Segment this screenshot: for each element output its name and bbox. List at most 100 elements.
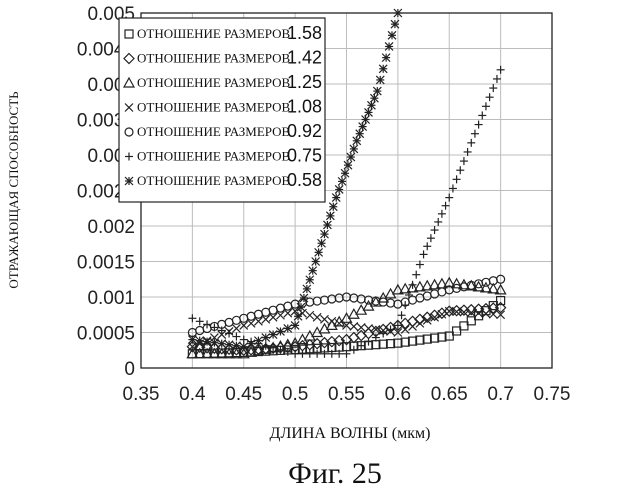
data-point — [373, 87, 381, 95]
data-point — [291, 321, 299, 329]
data-point — [313, 313, 321, 321]
data-point — [442, 202, 450, 210]
data-point — [420, 250, 428, 258]
legend-label: ОТНОШЕНИЕ РАЗМЕРОВ — [137, 173, 291, 188]
data-point — [434, 218, 442, 226]
data-point — [188, 314, 196, 322]
data-point — [427, 234, 435, 242]
legend-label: ОТНОШЕНИЕ РАЗМЕРОВ — [137, 26, 291, 41]
data-point — [269, 331, 277, 339]
data-point — [276, 304, 284, 312]
x-tick-label: 0.7 — [487, 384, 513, 405]
data-point — [312, 258, 320, 266]
data-point — [453, 175, 461, 183]
data-point — [350, 322, 358, 330]
data-point — [203, 320, 211, 328]
data-point — [388, 31, 396, 39]
data-point — [262, 334, 270, 342]
x-tick-label: 0.75 — [534, 384, 571, 405]
data-point — [309, 267, 317, 275]
data-point — [276, 327, 284, 335]
data-point — [232, 316, 240, 324]
data-point — [188, 336, 196, 344]
data-point — [247, 340, 255, 348]
data-point — [225, 330, 233, 338]
data-point — [318, 239, 326, 247]
data-point — [232, 324, 240, 332]
data-point — [478, 111, 486, 119]
data-point — [328, 317, 336, 325]
data-point — [326, 212, 334, 220]
legend-entry: ОТНОШЕНИЕ РАЗМЕРОВ1.42 — [124, 48, 322, 68]
data-point — [254, 337, 262, 345]
data-point — [445, 194, 453, 202]
data-point — [262, 308, 270, 316]
data-point — [232, 333, 240, 341]
legend-label: ОТНОШЕНИЕ РАЗМЕРОВ — [137, 51, 291, 66]
data-point — [467, 139, 475, 147]
data-point — [335, 185, 343, 193]
y-tick-label: 0.002 — [87, 217, 135, 238]
x-tick-label: 0.35 — [123, 384, 160, 405]
legend-value: 0.75 — [287, 146, 322, 166]
data-point — [423, 242, 431, 250]
y-tick-label: 0.0015 — [77, 253, 135, 274]
legend-value: 0.92 — [287, 121, 322, 141]
data-point — [320, 315, 328, 323]
legend: ОТНОШЕНИЕ РАЗМЕРОВ1.58ОТНОШЕНИЕ РАЗМЕРОВ… — [119, 18, 325, 202]
data-point — [370, 94, 378, 102]
data-point — [306, 311, 314, 319]
data-point — [247, 312, 255, 320]
data-point — [315, 248, 323, 256]
legend-label: ОТНОШЕНИЕ РАЗМЕРОВ — [137, 124, 291, 139]
y-tick-label: 0.001 — [87, 288, 135, 309]
legend-entry: ОТНОШЕНИЕ РАЗМЕРОВ1.08 — [125, 97, 322, 117]
data-point — [409, 322, 417, 330]
x-tick-label: 0.6 — [385, 384, 411, 405]
data-point — [341, 169, 349, 177]
legend-value: 1.08 — [287, 97, 322, 117]
data-point — [329, 203, 337, 211]
data-point — [353, 137, 361, 145]
legend-entry: ОТНОШЕНИЕ РАЗМЕРОВ0.75 — [125, 146, 322, 166]
data-point — [416, 319, 424, 327]
data-point — [284, 302, 292, 310]
data-point — [294, 312, 302, 320]
data-point — [423, 292, 431, 300]
data-point — [350, 145, 358, 153]
legend-entry: ОТНОШЕНИЕ РАЗМЕРОВ0.58 — [125, 170, 322, 190]
legend-label: ОТНОШЕНИЕ РАЗМЕРОВ — [137, 100, 291, 115]
data-point — [300, 294, 308, 302]
data-point — [376, 76, 384, 84]
data-point — [385, 42, 393, 50]
data-point — [210, 339, 218, 347]
data-point — [379, 65, 387, 73]
data-point — [269, 306, 277, 314]
data-point — [338, 177, 346, 185]
y-tick-label: 0.0005 — [77, 324, 135, 345]
legend-value: 1.58 — [287, 23, 322, 43]
legend-value: 1.42 — [287, 48, 322, 68]
y-tick-label: 0 — [124, 359, 135, 380]
data-point — [332, 194, 340, 202]
data-point — [449, 184, 457, 192]
data-point — [232, 342, 240, 350]
data-point — [240, 343, 248, 351]
legend-label: ОТНОШЕНИЕ РАЗМЕРОВ — [137, 75, 291, 90]
data-point — [367, 101, 375, 109]
data-point — [196, 317, 204, 325]
data-point — [225, 341, 233, 349]
data-point — [391, 20, 399, 28]
data-point — [356, 130, 364, 138]
legend-entry: ОТНОШЕНИЕ РАЗМЕРОВ1.58 — [125, 23, 322, 43]
data-point — [471, 130, 479, 138]
legend-value: 1.25 — [287, 72, 322, 92]
data-point — [225, 318, 233, 326]
data-point — [323, 221, 331, 229]
x-axis-label: ДЛИНА ВОЛНЫ (мкм) — [270, 425, 431, 442]
data-point — [489, 84, 497, 92]
data-point — [335, 294, 343, 302]
legend-entry: ОТНОШЕНИЕ РАЗМЕРОВ1.25 — [124, 72, 322, 92]
data-point — [401, 301, 409, 309]
